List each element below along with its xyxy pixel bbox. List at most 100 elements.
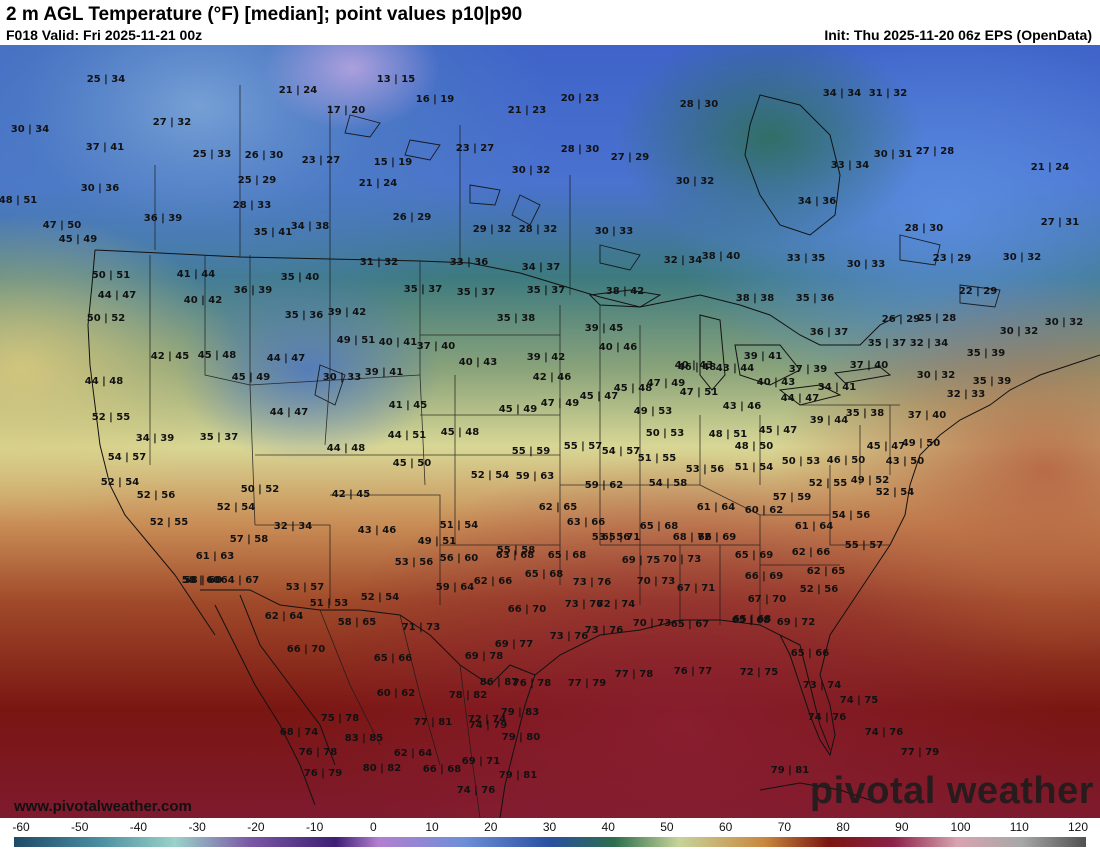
- point-value: 38 | 40: [702, 251, 740, 262]
- point-value: 33 | 36: [450, 257, 488, 268]
- point-value: 77 | 79: [568, 678, 606, 689]
- point-value: 49 | 50: [902, 438, 940, 449]
- point-value: 28 | 33: [233, 200, 271, 211]
- colorbar-tick: -50: [71, 820, 89, 834]
- point-value: 80 | 82: [363, 763, 401, 774]
- point-value: 44 | 47: [781, 393, 819, 404]
- point-value: 65 | 66: [791, 648, 829, 659]
- point-value: 39 | 45: [585, 323, 623, 334]
- point-value: 25 | 33: [193, 149, 231, 160]
- point-value: 72 | 74: [468, 714, 506, 725]
- point-value: 75 | 78: [321, 713, 359, 724]
- point-value: 21 | 24: [279, 85, 317, 96]
- point-value: 23 | 29: [933, 253, 971, 264]
- point-value: 30 | 32: [1000, 326, 1038, 337]
- point-value: 55 | 57: [564, 441, 602, 452]
- point-value: 36 | 37: [810, 327, 848, 338]
- point-value: 79 | 81: [771, 765, 809, 776]
- point-value: 35 | 40: [281, 272, 319, 283]
- colorbar-tick: 120: [1067, 820, 1089, 834]
- point-value: 62 | 65: [539, 502, 577, 513]
- point-value: 86 | 87: [480, 677, 518, 688]
- point-value: 40 | 46: [599, 342, 637, 353]
- point-value: 42 | 46: [533, 372, 571, 383]
- point-value: 57 | 58: [230, 534, 268, 545]
- point-value: 45 | 47: [867, 441, 905, 452]
- point-value: 52 | 54: [361, 592, 399, 603]
- point-value: 32 | 34: [274, 521, 312, 532]
- point-value: 47 | 49: [541, 398, 579, 409]
- point-value: 55 | 57: [845, 540, 883, 551]
- point-value: 69 | 78: [465, 651, 503, 662]
- point-value: 66 | 70: [287, 644, 325, 655]
- point-value: 30 | 32: [676, 176, 714, 187]
- point-value: 54 | 57: [108, 452, 146, 463]
- colorbar-tick: -60: [12, 820, 30, 834]
- point-value: 32 | 34: [910, 338, 948, 349]
- point-value: 52 | 55: [150, 517, 188, 528]
- point-value: 67 | 71: [677, 583, 715, 594]
- point-value: 15 | 19: [374, 157, 412, 168]
- point-value: 36 | 39: [144, 213, 182, 224]
- point-value: 52 | 54: [471, 470, 509, 481]
- chart-title: 2 m AGL Temperature (°F) [median]; point…: [6, 4, 523, 25]
- point-value: 70 | 73: [633, 618, 671, 629]
- point-value: 73 | 74: [803, 680, 841, 691]
- point-value: 16 | 19: [416, 94, 454, 105]
- colorbar-tick: 0: [369, 820, 377, 834]
- point-value: 32 | 34: [664, 255, 702, 266]
- colorbar-strip: [14, 837, 1086, 847]
- colorbar-tick: 10: [425, 820, 439, 834]
- point-value: 35 | 37: [457, 287, 495, 298]
- point-value: 45 | 49: [59, 234, 97, 245]
- point-value: 50 | 53: [782, 456, 820, 467]
- point-value: 54 | 58: [649, 478, 687, 489]
- point-value: 65 | 69: [735, 550, 773, 561]
- point-value: 46 | 48: [678, 362, 716, 373]
- point-value: 65 | 68: [525, 569, 563, 580]
- temperature-map[interactable]: 25 | 34 13 | 15 21 | 24 16 | 19 21 | 23 20 | …: [0, 45, 1100, 818]
- point-value: 34 | 36: [798, 196, 836, 207]
- point-value: 72 | 74: [597, 599, 635, 610]
- point-value: 45 | 50: [393, 458, 431, 469]
- point-value: 63 | 66: [567, 517, 605, 528]
- point-value: 35 | 39: [967, 348, 1005, 359]
- point-value: 40 | 41: [379, 337, 417, 348]
- point-value: 23 | 27: [456, 143, 494, 154]
- point-value: 50 | 51: [92, 270, 130, 281]
- point-value: 74 | 79: [469, 720, 507, 731]
- brand-watermark: pivotal weather: [809, 770, 1094, 812]
- point-value: 76 | 78: [513, 678, 551, 689]
- point-value: 51 | 54: [440, 520, 478, 531]
- point-value: 65 | 68: [640, 521, 678, 532]
- point-value: 65 | 68: [732, 615, 770, 626]
- point-value: 52 | 56: [800, 584, 838, 595]
- point-value: 30 | 32: [1045, 317, 1083, 328]
- point-value: 57 | 59: [773, 492, 811, 503]
- point-value: 68 | 74: [280, 727, 318, 738]
- point-value: 28 | 30: [561, 144, 599, 155]
- point-value: 31 | 32: [869, 88, 907, 99]
- point-value: 39 | 44: [810, 415, 848, 426]
- site-url[interactable]: www.pivotalweather.com: [14, 798, 192, 815]
- point-value: 79 | 80: [502, 732, 540, 743]
- point-value: 73 | 76: [550, 631, 588, 642]
- point-value: 66 | 68: [423, 764, 461, 775]
- colorbar-tick: 110: [1009, 820, 1029, 834]
- point-value: 65 | 68: [733, 614, 771, 625]
- point-values-layer: 25 | 34 13 | 15 21 | 24 16 | 19 21 | 23 20 | …: [0, 74, 1083, 796]
- point-value: 56 | 60: [440, 553, 478, 564]
- point-value: 30 | 33: [323, 372, 361, 383]
- point-value: 67 | 70: [748, 594, 786, 605]
- colorbar-tick: 100: [950, 820, 971, 834]
- point-value: 44 | 47: [267, 353, 305, 364]
- point-value: 33 | 35: [787, 253, 825, 264]
- point-value: 22 | 29: [959, 286, 997, 297]
- point-value: 51 | 54: [735, 462, 773, 473]
- point-value: 42 | 45: [332, 489, 370, 500]
- point-value: 70 | 73: [637, 576, 675, 587]
- point-value: 66 | 69: [698, 532, 736, 543]
- point-value: 72 | 75: [740, 667, 778, 678]
- point-value: 69 | 72: [777, 617, 815, 628]
- point-value: 25 | 29: [238, 175, 276, 186]
